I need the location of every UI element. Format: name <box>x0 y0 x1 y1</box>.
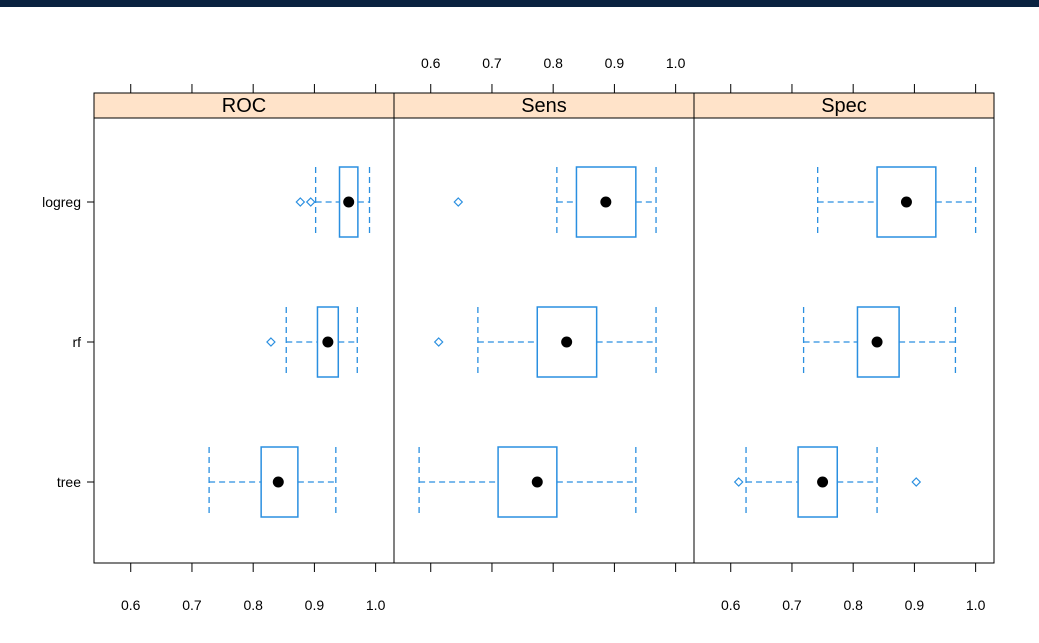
x-tick-label-spec-1-0: 1.0 <box>966 597 986 613</box>
box-roc-rf <box>266 306 358 378</box>
x-tick-label-roc-0-8: 0.8 <box>243 597 263 613</box>
x-tick-label-roc-0-7: 0.7 <box>182 597 202 613</box>
iqr-box-sens-logreg <box>575 166 637 238</box>
x-tick-label-spec-0-7: 0.7 <box>782 597 802 613</box>
box-spec-rf <box>802 306 957 378</box>
iqr-box-spec-logreg <box>876 166 937 238</box>
iqr-box-sens-tree <box>497 446 558 518</box>
median-point-spec-rf <box>871 336 883 348</box>
outlier-point-roc-logreg-1 <box>305 197 316 207</box>
iqr-box-roc-logreg <box>338 166 359 238</box>
strip-label-spec: Spec <box>821 95 867 117</box>
outlier-point-sens-rf-0 <box>433 337 444 347</box>
x-tick-label-roc-0-9: 0.9 <box>305 597 325 613</box>
x-tick-label-roc-0-6: 0.6 <box>121 597 141 613</box>
iqr-box-spec-tree <box>797 446 839 518</box>
box-sens-rf <box>433 306 657 378</box>
median-point-roc-tree <box>272 476 284 488</box>
median-point-roc-logreg <box>343 196 355 208</box>
panel-spec: Spec 0.6 0.7 0.8 0.9 1.0 <box>693 84 995 613</box>
median-point-sens-logreg <box>600 196 612 208</box>
median-point-spec-logreg <box>900 196 912 208</box>
box-sens-logreg <box>453 166 657 238</box>
box-spec-logreg <box>817 166 977 238</box>
median-point-spec-tree <box>817 476 829 488</box>
category-label-tree: tree <box>57 474 81 490</box>
x-tick-label-sens-0-7: 0.7 <box>482 55 502 71</box>
outlier-point-spec-tree-1 <box>911 477 922 487</box>
iqr-box-spec-rf <box>856 306 900 378</box>
box-roc-tree <box>208 446 337 518</box>
x-tick-label-sens-0-9: 0.9 <box>605 55 625 71</box>
outlier-point-spec-tree-0 <box>733 477 744 487</box>
strip-label-sens: Sens <box>521 95 567 117</box>
outlier-point-roc-rf-0 <box>266 337 276 347</box>
median-point-sens-rf <box>561 336 573 348</box>
median-point-sens-tree <box>531 476 543 488</box>
strip-spec <box>693 92 995 119</box>
x-tick-label-spec-0-8: 0.8 <box>843 597 863 613</box>
x-tick-label-spec-0-9: 0.9 <box>905 597 925 613</box>
panel-sens: Sens 0.6 0.7 0.8 0.9 1.0 <box>393 55 695 572</box>
outlier-point-sens-logreg-0 <box>453 197 464 207</box>
x-tick-label-sens-0-8: 0.8 <box>543 55 563 71</box>
iqr-box-sens-rf <box>536 306 598 378</box>
box-spec-tree <box>733 446 922 518</box>
panel-roc: ROC 0.6 0.7 0.8 0.9 1.0 <box>93 84 395 613</box>
category-label-rf: rf <box>72 334 81 350</box>
box-sens-tree <box>418 446 637 518</box>
window-top-bar <box>0 0 1039 7</box>
x-tick-label-spec-0-6: 0.6 <box>721 597 741 613</box>
x-tick-label-roc-1-0: 1.0 <box>366 597 386 613</box>
x-tick-label-sens-0-6: 0.6 <box>421 55 441 71</box>
box-roc-logreg <box>295 166 371 238</box>
category-label-logreg: logreg <box>42 194 81 210</box>
iqr-box-roc-rf <box>316 306 340 378</box>
outlier-point-roc-logreg-0 <box>295 197 306 207</box>
iqr-box-roc-tree <box>260 446 299 518</box>
x-tick-label-sens-1-0: 1.0 <box>666 55 686 71</box>
panel-frame-spec <box>693 117 995 564</box>
category-labels: logreg rf tree <box>42 194 94 490</box>
strip-label-roc: ROC <box>222 95 266 117</box>
median-point-roc-rf <box>322 336 334 348</box>
panel-frame-roc <box>93 117 395 564</box>
